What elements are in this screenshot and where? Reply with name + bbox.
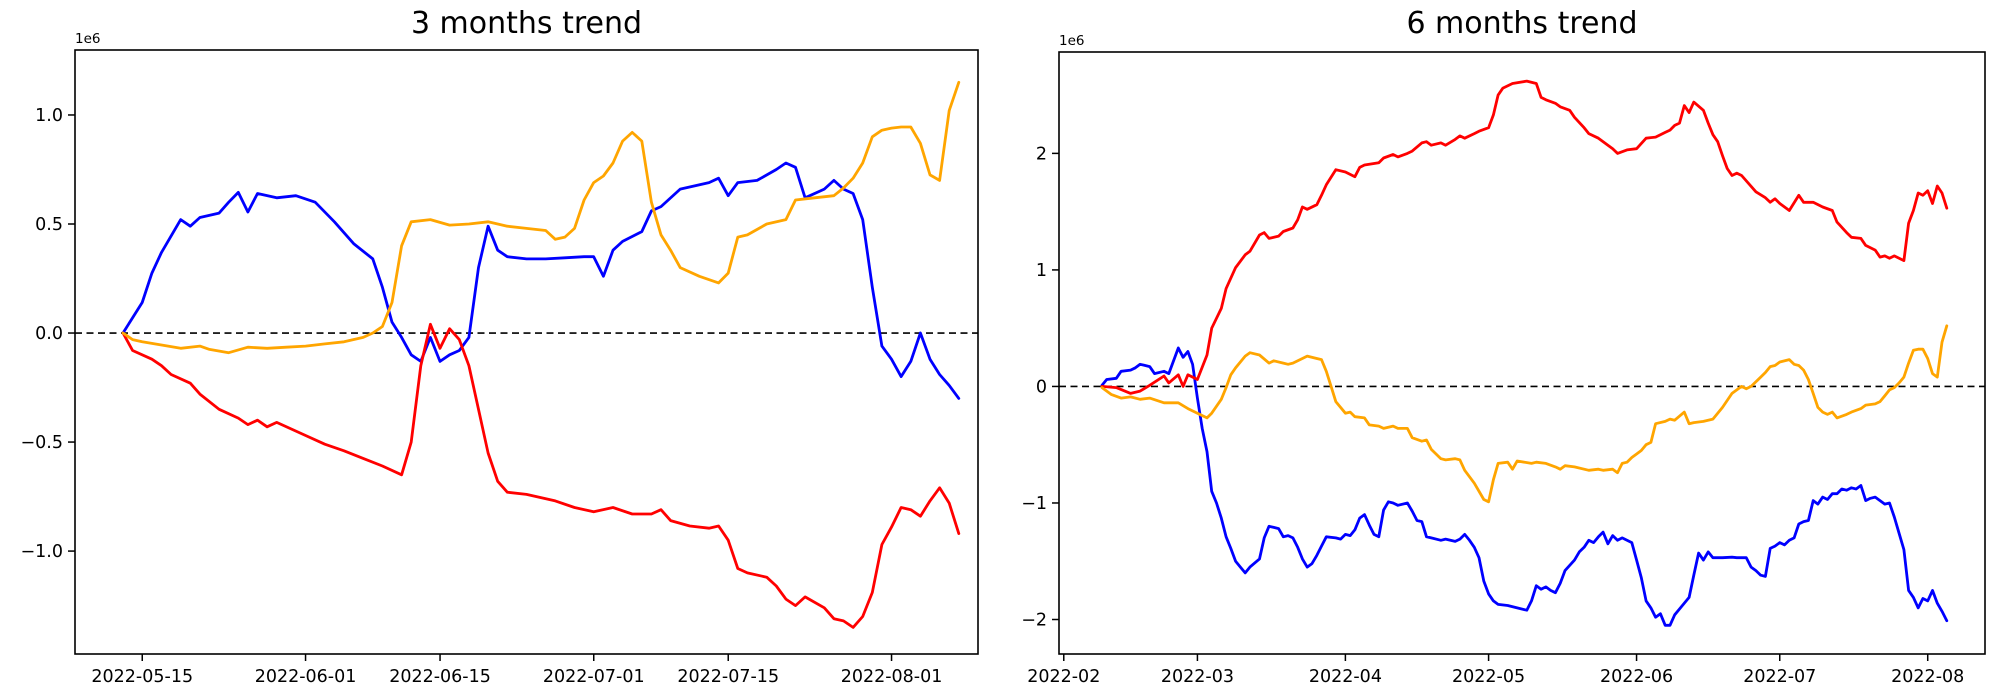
- y-axis-offset-label: 1e6: [75, 31, 100, 47]
- x-tick-label: 2022-06-15: [389, 667, 491, 687]
- x-tick-label: 2022-05: [1452, 667, 1525, 687]
- series-blue: [1100, 346, 1949, 627]
- series-blue: [121, 161, 961, 400]
- series-red: [1100, 79, 1949, 395]
- y-tick-label: 0.0: [35, 324, 63, 344]
- chart-title: 6 months trend: [1406, 6, 1637, 41]
- x-tick-label: 2022-05-15: [91, 667, 193, 687]
- y-tick-label: −1.0: [21, 542, 64, 562]
- x-tick-label: 2022-04: [1309, 667, 1382, 687]
- plot-border: [1058, 51, 1986, 655]
- y-tick-label: −0.5: [21, 433, 64, 453]
- chart-title: 3 months trend: [411, 6, 642, 41]
- y-tick-label: −2: [1021, 611, 1047, 631]
- x-tick-label: 2022-07-01: [543, 667, 645, 687]
- y-tick-label: −1: [1021, 494, 1047, 514]
- series-red: [121, 322, 961, 629]
- x-tick-label: 2022-08: [1891, 667, 1964, 687]
- x-tick-label: 2022-06-01: [255, 667, 357, 687]
- series-orange: [121, 80, 961, 355]
- y-tick-label: 0: [1036, 377, 1047, 397]
- y-tick-label: 1.0: [35, 106, 63, 126]
- y-tick-label: 2: [1036, 144, 1047, 164]
- plot-area: [75, 80, 978, 629]
- plot-border: [74, 49, 979, 655]
- x-tick-label: 2022-03: [1161, 667, 1234, 687]
- y-axis-offset-label: 1e6: [1059, 33, 1084, 49]
- x-tick-label: 2022-07-15: [677, 667, 779, 687]
- x-tick-label: 2022-02: [1027, 667, 1100, 687]
- x-tick-label: 2022-08-01: [841, 667, 943, 687]
- series-orange: [1100, 324, 1949, 504]
- x-tick-label: 2022-07: [1743, 667, 1816, 687]
- y-tick-label: 0.5: [35, 215, 63, 235]
- x-tick-label: 2022-06: [1600, 667, 1673, 687]
- plot-area: [1059, 79, 1985, 627]
- y-tick-label: 1: [1036, 261, 1047, 281]
